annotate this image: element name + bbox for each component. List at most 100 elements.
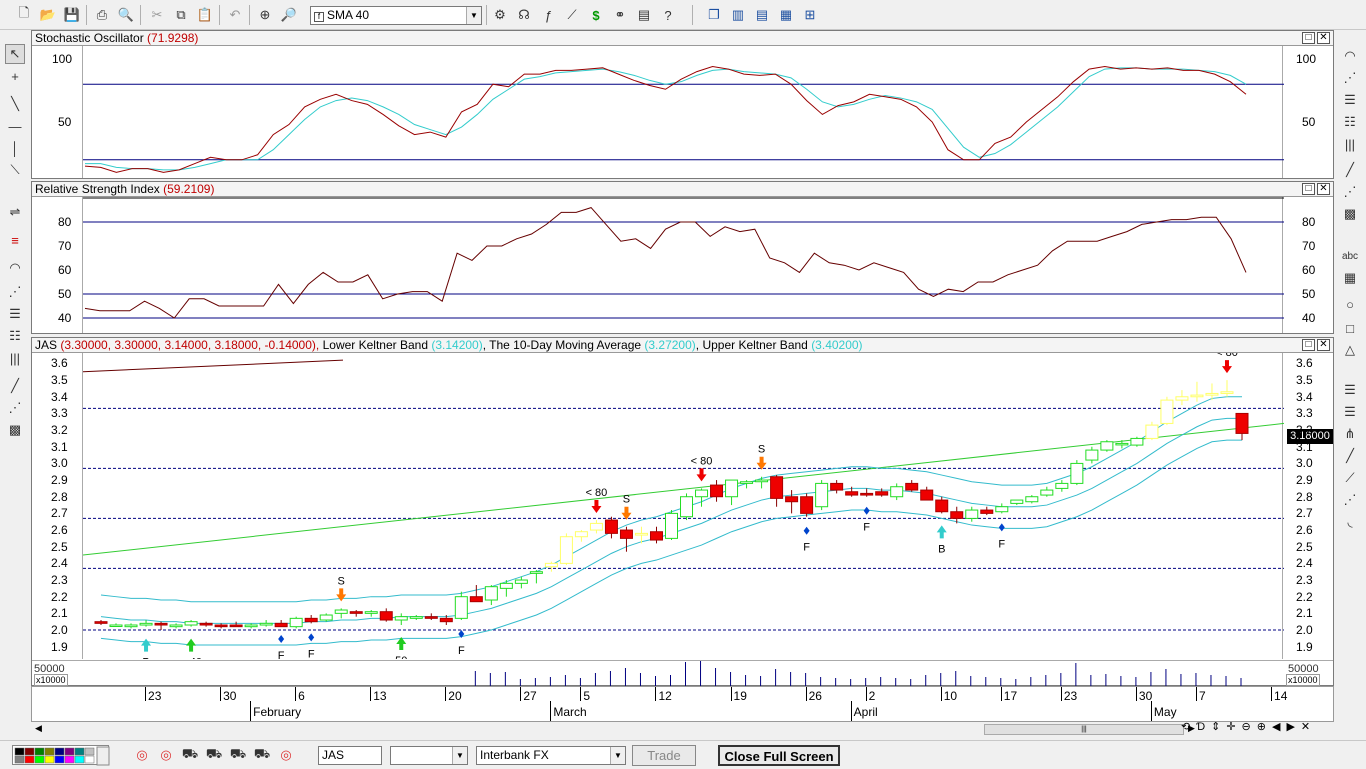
raff-channel-icon[interactable]: ⟋: [1345, 470, 1355, 485]
paste-icon[interactable]: 📋: [196, 7, 214, 22]
ray-icon[interactable]: ⟍: [10, 162, 20, 177]
table-tool-icon[interactable]: ▦: [1343, 270, 1357, 285]
indicator-icon[interactable]: ⚙: [494, 7, 506, 22]
gann-fan-icon[interactable]: ⋰: [8, 400, 22, 415]
axis-tick: 40: [58, 311, 72, 325]
data-feed-select[interactable]: Interbank FX ▼: [476, 746, 626, 765]
horizontal-line-icon[interactable]: —: [8, 118, 22, 134]
undo-icon[interactable]: ↶: [229, 7, 241, 22]
indicator-select[interactable]: f SMA 40 ▼: [310, 6, 482, 25]
time-tick-mark: [730, 687, 732, 701]
chevron-down-icon[interactable]: ▼: [610, 747, 625, 764]
fan-icon[interactable]: ⋰: [8, 284, 22, 299]
fib-fan-icon[interactable]: ☰: [1344, 404, 1356, 419]
stochastic-plot[interactable]: [82, 46, 1284, 178]
help-pointer-icon[interactable]: ?: [664, 7, 672, 23]
speed-fan-icon[interactable]: ⋰: [1343, 70, 1357, 85]
close-pane-button[interactable]: ✕: [1317, 32, 1330, 44]
cascade-windows-icon[interactable]: ❐: [708, 7, 720, 22]
grid-tool-icon[interactable]: ▩: [1343, 206, 1357, 221]
browser-icon[interactable]: ◎: [160, 747, 172, 762]
andrews-pitchfork-icon[interactable]: ⋔: [1344, 426, 1356, 441]
chevron-down-icon[interactable]: ▼: [452, 747, 467, 764]
save-icon[interactable]: 💾: [63, 7, 81, 22]
channel-icon[interactable]: ≡: [11, 232, 19, 248]
fan-lines-icon[interactable]: ⋰: [1343, 184, 1357, 199]
scroll-right-icon[interactable]: ▶: [1188, 723, 1195, 733]
trade-button[interactable]: Trade: [632, 745, 696, 766]
scroll-left-icon[interactable]: ◀: [35, 723, 42, 733]
chevron-down-icon[interactable]: ▼: [466, 7, 481, 24]
time-axis[interactable]: 23 30 6 13 20 27 5 12 19 26 2 10 17 23 30 7 14 February Ma…: [31, 686, 1334, 722]
axis-tick: 2.5: [1296, 539, 1313, 554]
text-tool-icon[interactable]: abc: [1341, 250, 1359, 262]
candle-body: [1220, 391, 1234, 394]
price-plot[interactable]: B > 40 F F S 50 F < 80 S < 80 S F F B F < 80: [82, 347, 1285, 669]
speed-arc-icon[interactable]: ◠: [1344, 48, 1356, 63]
expert-icon[interactable]: ☊: [518, 7, 530, 22]
gann-grid-icon[interactable]: ▩: [8, 422, 22, 437]
close-full-screen-button[interactable]: Close Full Screen: [718, 745, 840, 766]
month-label: February: [253, 705, 302, 719]
fib-arcs-icon[interactable]: ☰: [1344, 382, 1356, 397]
crosshair-icon[interactable]: ⊕: [259, 7, 271, 22]
trendline-icon[interactable]: ╲: [11, 96, 19, 111]
close-pane-button[interactable]: ✕: [1317, 339, 1330, 351]
arrange-icon[interactable]: ⊞: [804, 7, 816, 22]
line-tool-right-icon[interactable]: ╱: [1346, 162, 1354, 177]
triangle-icon[interactable]: △: [1345, 342, 1355, 357]
formula-icon[interactable]: ƒ: [544, 7, 552, 23]
new-file-icon[interactable]: 🗋: [18, 5, 30, 20]
candle-body: [409, 616, 423, 619]
close-pane-button[interactable]: ✕: [1317, 183, 1330, 195]
line-tool-icon[interactable]: ╱: [11, 378, 19, 393]
browser-icon[interactable]: ◎: [280, 747, 292, 762]
zoom-controls[interactable]: ⟲Ɗ⇕✛⊖⊕◀▶✕: [1181, 721, 1317, 733]
fibonacci-retracement-icon[interactable]: ☰: [1344, 92, 1356, 107]
parallel-channel-icon[interactable]: ⇌: [9, 204, 21, 219]
signal-down-arrow: [1221, 360, 1232, 374]
rsi-plot[interactable]: [82, 197, 1284, 333]
regression-channel-icon[interactable]: ╱: [1346, 448, 1354, 463]
car-icon[interactable]: ⛟: [253, 746, 271, 761]
copy-icon[interactable]: ⧉: [176, 7, 186, 22]
fibonacci-extension-icon[interactable]: ☷: [1344, 114, 1356, 129]
arc-icon[interactable]: ◠: [9, 260, 21, 275]
browser-icon[interactable]: ◎: [136, 747, 148, 762]
std-dev-channel-icon[interactable]: ⋰: [1343, 492, 1357, 507]
open-folder-icon[interactable]: 📂: [39, 7, 57, 22]
candle-body: [965, 509, 979, 519]
maximize-pane-button[interactable]: □: [1302, 339, 1315, 351]
binoculars-icon[interactable]: ⚭: [614, 7, 626, 22]
retracement-icon[interactable]: ☰: [9, 306, 21, 321]
ellipse-icon[interactable]: ○: [1346, 296, 1354, 312]
scrollbar-thumb[interactable]: |||: [984, 724, 1184, 735]
tile-grid-icon[interactable]: ▦: [779, 7, 793, 22]
print-icon[interactable]: ⎙: [96, 7, 108, 22]
car-icon[interactable]: ⛟: [205, 746, 223, 761]
time-zones-icon[interactable]: |||: [9, 350, 21, 366]
rectangle-icon[interactable]: □: [1346, 320, 1354, 336]
symbol-input[interactable]: JAS: [318, 746, 382, 765]
cut-icon[interactable]: ✂: [151, 7, 163, 22]
zoom-icon[interactable]: 🔎: [280, 7, 298, 22]
cycle-lines-icon[interactable]: |||: [1344, 136, 1356, 152]
period-select[interactable]: ▼: [390, 746, 468, 765]
pointer-icon[interactable]: ↖: [5, 44, 25, 64]
print-preview-icon[interactable]: 🔍: [117, 7, 135, 22]
tile-horizontal-icon[interactable]: ▤: [755, 7, 769, 22]
chart-line-icon[interactable]: ⟋: [567, 7, 577, 22]
cross-icon[interactable]: +: [11, 68, 19, 84]
dollar-icon[interactable]: $: [592, 7, 600, 23]
properties-icon[interactable]: ▤: [637, 7, 651, 22]
car-icon[interactable]: ⛟: [181, 746, 199, 761]
maximize-pane-button[interactable]: □: [1302, 32, 1315, 44]
tile-vertical-icon[interactable]: ▥: [731, 7, 745, 22]
vertical-line-icon[interactable]: │: [10, 140, 20, 156]
arc-tool-icon[interactable]: ◟: [1347, 514, 1353, 529]
color-palette[interactable]: [12, 745, 110, 766]
car-icon[interactable]: ⛟: [229, 746, 247, 761]
maximize-pane-button[interactable]: □: [1302, 183, 1315, 195]
extension-icon[interactable]: ☷: [9, 328, 21, 343]
signal-label: < 80: [1216, 353, 1238, 359]
